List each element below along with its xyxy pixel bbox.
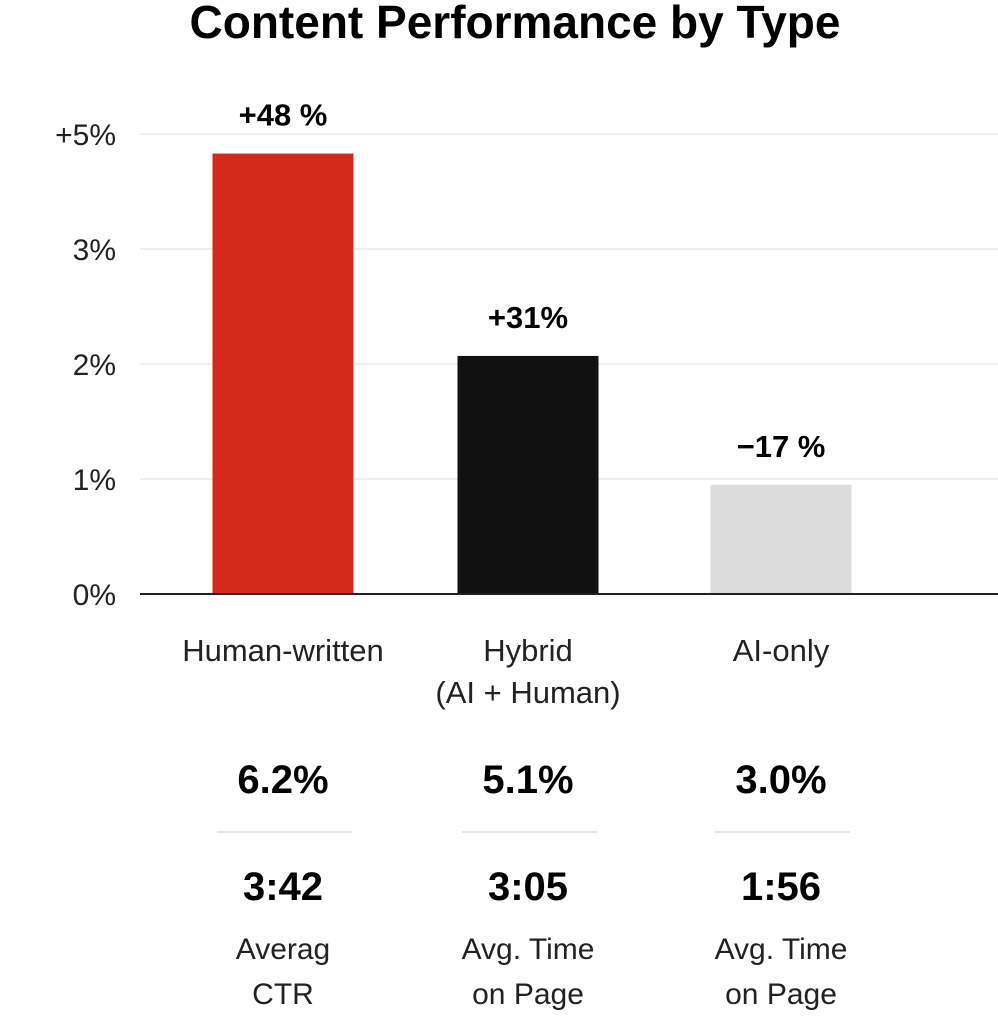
- metric-label: CTR: [252, 978, 314, 1011]
- metric-label: on Page: [472, 978, 584, 1011]
- metric-label: Avg. Time: [462, 933, 595, 966]
- y-tick-label: 1%: [73, 464, 116, 497]
- y-tick-label: 3%: [73, 234, 116, 267]
- bar: [710, 484, 852, 594]
- ctr-value: 5.1%: [482, 758, 573, 802]
- bar: [457, 355, 599, 594]
- ctr-value: 6.2%: [237, 758, 328, 802]
- y-tick-label: 0%: [73, 579, 116, 612]
- data-label: +31%: [488, 300, 568, 335]
- y-tick-label: 2%: [73, 349, 116, 382]
- category-label: Human-written: [182, 633, 384, 668]
- y-tick-label: +5%: [55, 119, 116, 152]
- bar: [212, 153, 354, 595]
- data-label: −17 %: [737, 429, 826, 464]
- metric-label: Avg. Time: [715, 933, 848, 966]
- category-label: (AI + Human): [435, 675, 620, 710]
- time-on-page-value: 3:42: [243, 865, 323, 909]
- data-label: +48 %: [239, 98, 328, 133]
- time-on-page-value: 3:05: [488, 865, 568, 909]
- category-label: Hybrid: [483, 633, 573, 668]
- metric-label: on Page: [725, 978, 837, 1011]
- time-on-page-value: 1:56: [741, 865, 821, 909]
- metric-label: Averag: [236, 933, 331, 966]
- category-label: AI-only: [733, 633, 830, 668]
- ctr-value: 3.0%: [735, 758, 826, 802]
- chart-title: Content Performance by Type: [190, 0, 841, 48]
